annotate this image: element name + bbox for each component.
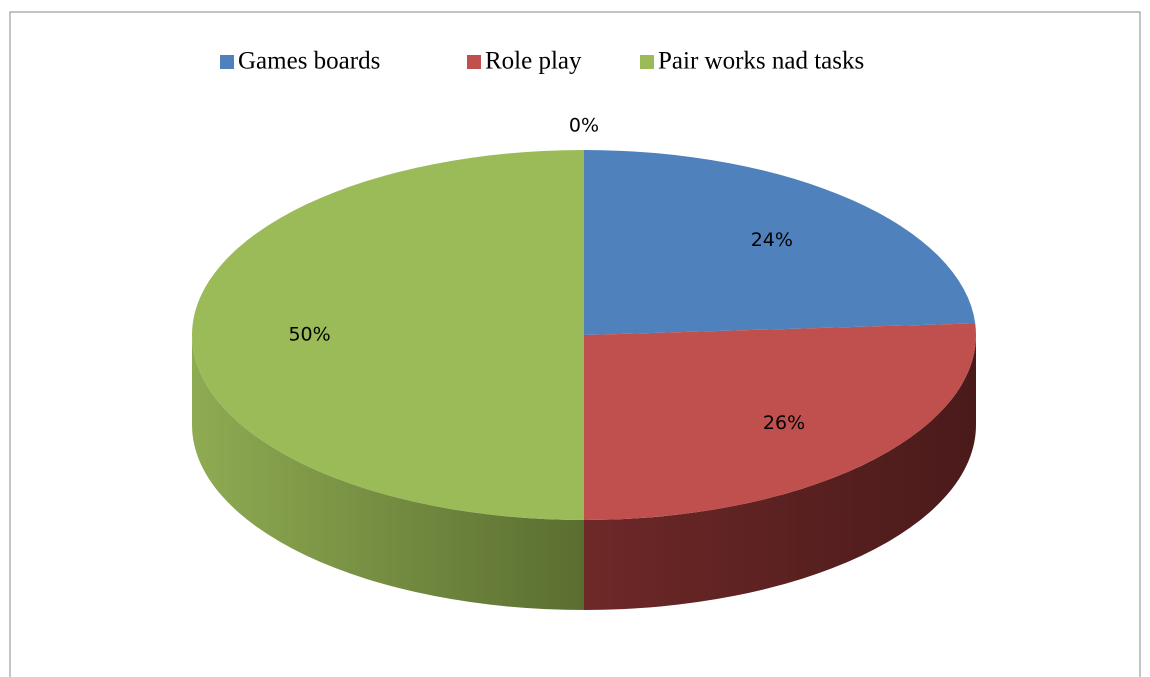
slice-side: [192, 335, 584, 610]
slice: [584, 150, 976, 335]
legend-swatch: [467, 55, 481, 69]
slice: [192, 150, 584, 520]
legend-label: Games boards: [238, 48, 380, 75]
slice: [584, 323, 977, 520]
legend-swatch: [640, 55, 654, 69]
slice-side: [584, 335, 976, 610]
data-label: 50%: [288, 324, 330, 346]
legend-label: Role play: [485, 48, 582, 75]
legend-swatch: [220, 55, 234, 69]
data-label: 24%: [751, 229, 793, 251]
data-label: 26%: [763, 412, 805, 434]
data-label: 0%: [569, 114, 599, 136]
legend-label: Pair works nad tasks: [658, 48, 864, 75]
